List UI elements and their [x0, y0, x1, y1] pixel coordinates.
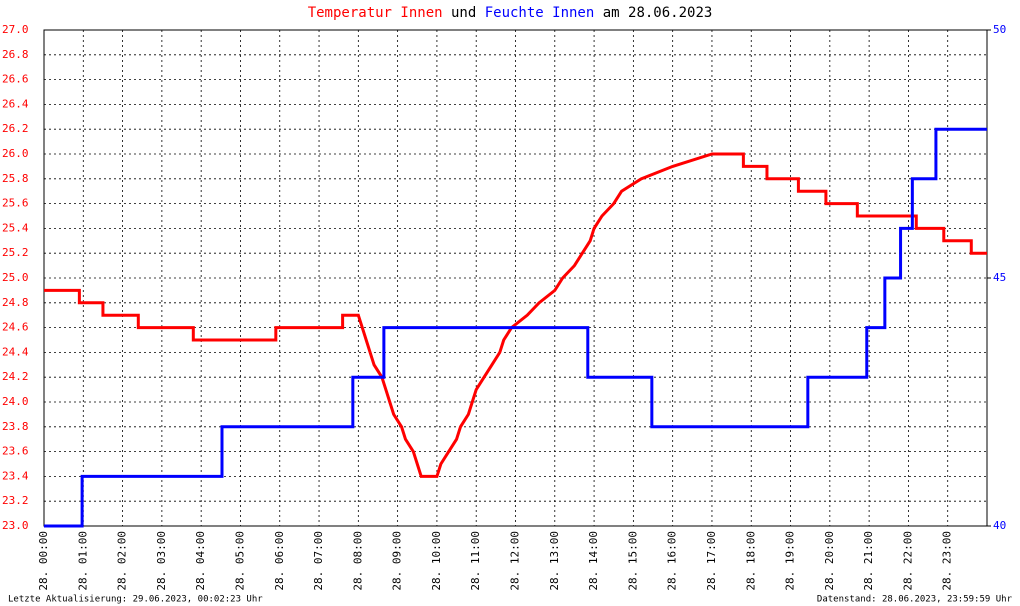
x-tick-label: 28. 18:00: [744, 531, 757, 591]
y-tick-label: 25.4: [2, 221, 29, 234]
y-tick-label: 23.2: [2, 494, 29, 507]
x-tick-label: 28. 20:00: [823, 531, 836, 591]
x-tick-label: 28. 16:00: [666, 531, 679, 591]
x-tick-label: 28. 02:00: [116, 531, 129, 591]
y-tick-label: 26.2: [2, 122, 29, 135]
x-tick-label: 28. 23:00: [941, 531, 954, 591]
y-tick-label: 23.4: [2, 469, 29, 482]
y-tick-label: 25.6: [2, 197, 29, 210]
x-tick-label: 28. 05:00: [233, 531, 246, 591]
y-tick-label: 26.4: [2, 97, 29, 110]
title-series-2: Feuchte Innen: [485, 5, 595, 21]
x-tick-label: 28. 00:00: [37, 531, 50, 591]
y-tick-label: 26.6: [2, 73, 29, 86]
title-series-1: Temperatur Innen: [308, 5, 443, 21]
title-part: und: [451, 5, 476, 21]
chart-title: Temperatur Innen und Feuchte Innen am 28…: [308, 5, 713, 21]
x-tick-label: 28. 22:00: [901, 531, 914, 591]
footer-left: Letzte Aktualisierung: 29.06.2023, 00:02…: [8, 595, 263, 605]
x-tick-label: 28. 06:00: [273, 531, 286, 591]
y-tick-label: 26.0: [2, 147, 29, 160]
x-tick-label: 28. 08:00: [351, 531, 364, 591]
y-tick-label: 25.2: [2, 246, 29, 259]
y-tick-label: 24.0: [2, 395, 29, 408]
y-tick-label: 25.0: [2, 271, 29, 284]
y2-tick-label: 50: [993, 23, 1006, 36]
x-tick-label: 28. 01:00: [76, 531, 89, 591]
data-line: [44, 127, 987, 528]
y2-tick-label: 40: [993, 519, 1006, 532]
x-tick-label: 28. 11:00: [469, 531, 482, 591]
x-tick-label: 28. 21:00: [862, 531, 875, 591]
y-tick-label: 26.8: [2, 48, 29, 61]
x-tick-label: 28. 13:00: [548, 531, 561, 591]
y-tick-label: 23.0: [2, 519, 29, 532]
x-tick-label: 28. 10:00: [430, 531, 443, 591]
y-tick-label: 24.4: [2, 345, 29, 358]
title-part: am 28.06.2023: [603, 5, 713, 21]
y-tick-label: 23.8: [2, 420, 29, 433]
footer-right: Datenstand: 28.06.2023, 23:59:59 Uhr: [817, 595, 1013, 605]
y-tick-label: 24.6: [2, 321, 29, 334]
x-tick-label: 28. 15:00: [626, 531, 639, 591]
y2-tick-label: 45: [993, 271, 1006, 284]
plot-frame: [43, 29, 988, 527]
y-tick-label: 24.8: [2, 296, 29, 309]
x-tick-label: 28. 04:00: [194, 531, 207, 591]
x-tick-label: 28. 09:00: [391, 531, 404, 591]
y-tick-label: 27.0: [2, 23, 29, 36]
x-tick-label: 28. 03:00: [155, 531, 168, 591]
y-tick-label: 23.6: [2, 445, 29, 458]
x-tick-label: 28. 17:00: [705, 531, 718, 591]
x-tick-label: 28. 12:00: [509, 531, 522, 591]
y-tick-label: 25.8: [2, 172, 29, 185]
data-line: [44, 152, 987, 478]
x-tick-label: 28. 14:00: [587, 531, 600, 591]
y-tick-label: 24.2: [2, 370, 29, 383]
x-tick-label: 28. 07:00: [312, 531, 325, 591]
x-tick-label: 28. 19:00: [784, 531, 797, 591]
